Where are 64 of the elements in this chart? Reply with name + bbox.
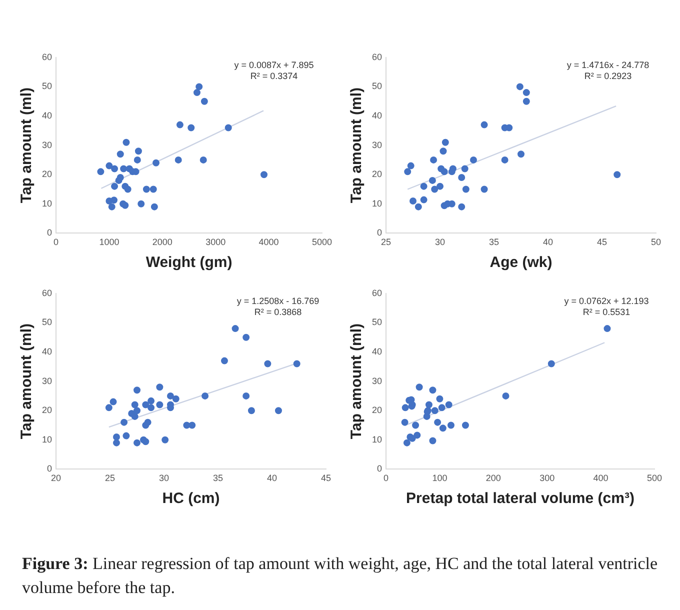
y-tick-label: 10 — [372, 434, 382, 444]
y-axis-title: Tap amount (ml) — [18, 88, 36, 204]
x-tick-label: 25 — [105, 473, 116, 484]
x-tick-label: 4000 — [258, 237, 279, 248]
y-tick-label: 60 — [42, 288, 52, 298]
y-tick-label: 20 — [42, 405, 52, 416]
x-axis-title: HC (cm) — [162, 490, 220, 508]
y-tick-label: 10 — [372, 198, 382, 208]
y-tick-label: 60 — [372, 52, 382, 62]
x-tick-label: 45 — [320, 473, 332, 484]
x-tick-label: 45 — [596, 237, 608, 248]
x-axis-title: Age (wk) — [490, 254, 552, 272]
x-tick-label: 0 — [54, 237, 59, 248]
y-tick-label: 40 — [372, 110, 382, 120]
y-tick-label: 0 — [376, 228, 382, 238]
y-tick-label: 20 — [42, 169, 52, 180]
x-tick-label: 200 — [486, 473, 501, 484]
x-tick-label: 3000 — [206, 237, 226, 248]
x-tick-label: 50 — [650, 237, 662, 248]
x-tick-label: 2000 — [152, 237, 172, 248]
y-tick-label: 0 — [376, 464, 382, 474]
caption: Figure 3: Linear regression of tap amount with weight, age, HC and the total lateral ventricle volume before the tap. — [22, 553, 659, 599]
annotation: y = 0.0762x + 12.193 R² = 0.5531 — [564, 296, 649, 317]
y-tick-label: 30 — [372, 376, 382, 386]
y-tick-label: 20 — [372, 169, 382, 180]
x-tick-label: 5000 — [312, 237, 332, 248]
y-tick-label: 40 — [42, 346, 52, 356]
x-axis-title: Pretap total lateral volume (cm³) — [406, 490, 634, 508]
x-tick-label: 40 — [542, 237, 554, 248]
x-tick-label: 40 — [266, 473, 278, 484]
y-tick-label: 40 — [42, 110, 52, 120]
y-tick-label: 10 — [42, 434, 52, 444]
x-tick-label: 400 — [593, 473, 608, 484]
annotation: y = 1.4716x - 24.778 R² = 0.2923 — [566, 60, 650, 81]
y-tick-label: 20 — [372, 405, 382, 416]
y-tick-label: 50 — [372, 81, 382, 92]
y-tick-label: 50 — [42, 81, 52, 92]
y-tick-label: 30 — [372, 140, 382, 150]
x-tick-label: 35 — [489, 237, 500, 248]
x-tick-label: 500 — [646, 473, 662, 484]
x-tick-label: 300 — [540, 473, 555, 484]
y-axis-title: Tap amount (ml) — [18, 324, 36, 440]
x-tick-label: 0 — [384, 473, 389, 484]
x-axis-title: Weight (gm) — [146, 254, 232, 272]
y-tick-label: 40 — [372, 346, 382, 356]
y-tick-label: 30 — [42, 376, 52, 386]
x-tick-label: 30 — [435, 237, 446, 248]
x-tick-label: 35 — [212, 473, 224, 484]
annotation: y = 0.0087x + 7.895 R² = 0.3374 — [234, 60, 314, 81]
y-axis-title: Tap amount (ml) — [348, 324, 366, 440]
y-tick-label: 50 — [42, 317, 52, 328]
x-tick-label: 1000 — [99, 237, 120, 248]
x-tick-label: 30 — [159, 473, 170, 484]
x-tick-label: 100 — [432, 473, 448, 484]
x-tick-label: 25 — [381, 237, 392, 248]
y-tick-label: 0 — [46, 464, 52, 474]
y-tick-label: 60 — [42, 52, 52, 62]
y-tick-label: 0 — [46, 228, 52, 238]
annotation: y = 1.2508x - 16.769 R² = 0.3868 — [236, 296, 320, 317]
y-tick-label: 50 — [372, 317, 382, 328]
y-axis-title: Tap amount (ml) — [348, 88, 366, 204]
y-tick-label: 60 — [372, 288, 382, 298]
y-tick-label: 10 — [42, 198, 52, 208]
y-tick-label: 30 — [42, 140, 52, 150]
